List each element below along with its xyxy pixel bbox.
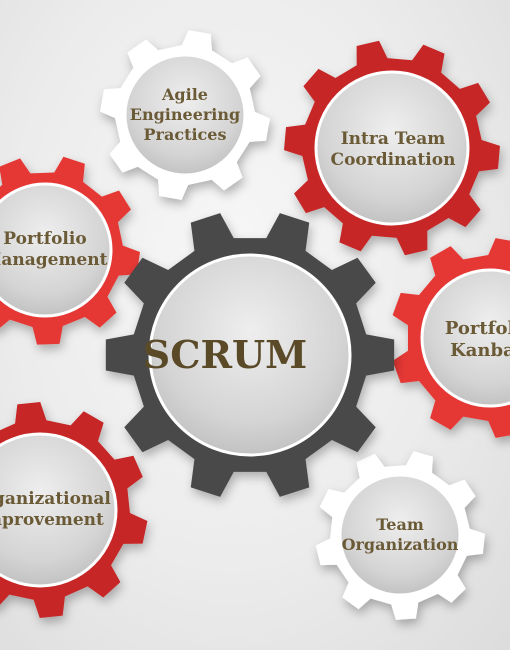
gear-portfolio-management-disc: [0, 182, 113, 318]
gear-organizational-improvement: [0, 402, 148, 618]
gear-label-agile-engineering-practices: Agile Engineering Practices: [129, 85, 241, 144]
gear-portfolio-kanban-disc: [420, 268, 510, 408]
gear-label-portfolio-kanban: PortfolioKanban: [444, 317, 510, 362]
center-label-scrum: SCRUM: [142, 332, 308, 378]
gear-intra-team-coordination: [284, 40, 500, 256]
gear-intra-team-coordination-disc: [314, 70, 470, 226]
gear-scrum: [105, 213, 395, 497]
gear-label-team-organization: Team Organization: [341, 515, 459, 554]
gear-agile-engineering-practices-disc: [123, 53, 247, 177]
gear-team-organization-disc: [338, 473, 462, 597]
gear-portfolio-kanban: [392, 238, 510, 438]
gear-label-organizational-improvement: OrganizationalImprovement: [0, 488, 111, 530]
gear-agile-engineering-practices: [100, 30, 270, 200]
gear-team-organization: [315, 451, 485, 620]
gear-portfolio-management: [0, 156, 140, 345]
gear-organizational-improvement-disc: [0, 432, 118, 588]
gear-label-intra-team-coordination: Intra Team Coordination: [330, 128, 456, 170]
gear-scrum-disc: [148, 253, 352, 457]
gear-label-portfolio-management: PortfolioManagement: [0, 228, 108, 270]
